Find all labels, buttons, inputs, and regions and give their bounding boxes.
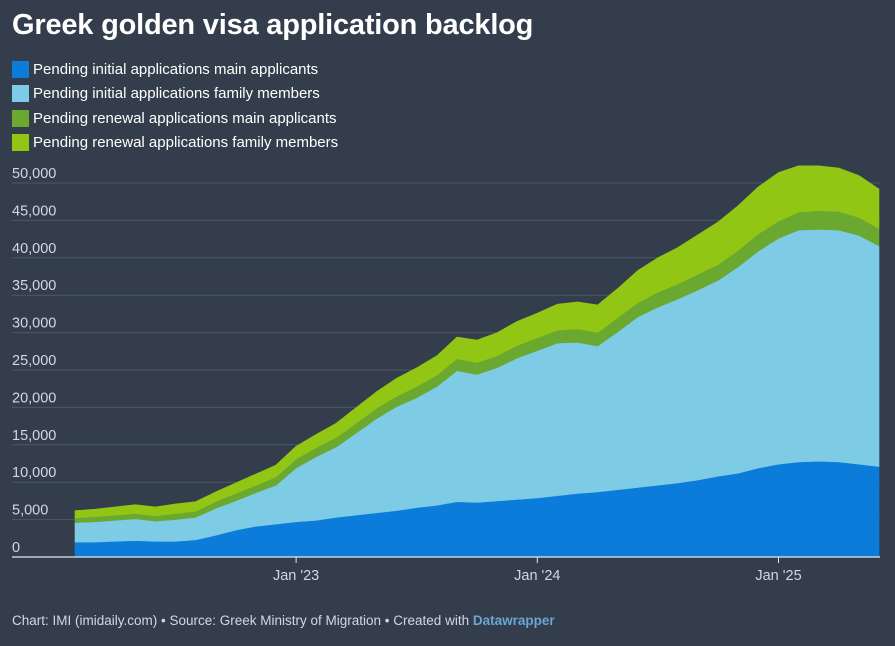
x-tick-label: Jan '24 (514, 568, 560, 584)
y-tick-label: 15,000 (12, 428, 56, 444)
legend-item: Pending renewal applications family memb… (12, 131, 338, 156)
legend-swatch (12, 85, 29, 103)
chart-legend: Pending initial applications main applic… (12, 57, 338, 155)
y-tick-label: 25,000 (12, 353, 56, 369)
y-tick-label: 35,000 (12, 278, 56, 294)
y-tick-label: 20,000 (12, 390, 56, 406)
y-tick-label: 10,000 (12, 465, 56, 481)
legend-swatch (12, 109, 29, 127)
footer-credits: Chart: IMI (imidaily.com) • Source: Gree… (12, 613, 473, 628)
y-tick-label: 5,000 (12, 503, 48, 519)
y-tick-label: 0 (12, 540, 20, 556)
y-tick-label: 30,000 (12, 316, 56, 332)
legend-swatch (12, 60, 29, 78)
y-tick-label: 50,000 (12, 166, 56, 182)
stacked-area-chart: 0 5,000 10,000 15,000 20,000 25,000 30,000 35,0… (12, 165, 880, 584)
area-series (74, 165, 880, 519)
legend-label: Pending initial applications family memb… (33, 85, 320, 103)
chart-title: Greek golden visa application backlog (12, 9, 534, 41)
legend-label: Pending renewal applications family memb… (33, 134, 339, 152)
legend-label: Pending renewal applications main applic… (33, 109, 337, 127)
x-tick-label: Jan '25 (755, 568, 801, 584)
legend-swatch (12, 134, 29, 152)
legend-item: Pending renewal applications main applic… (12, 106, 338, 131)
x-tick-label: Jan '23 (273, 568, 319, 584)
legend-item: Pending initial applications main applic… (12, 57, 338, 82)
legend-item: Pending initial applications family memb… (12, 82, 338, 107)
y-tick-label: 40,000 (12, 241, 56, 257)
chart-footer: Chart: IMI (imidaily.com) • Source: Gree… (12, 613, 555, 628)
datawrapper-link[interactable]: Datawrapper (472, 613, 555, 628)
y-tick-label: 45,000 (12, 203, 56, 219)
legend-label: Pending initial applications main applic… (33, 60, 319, 78)
